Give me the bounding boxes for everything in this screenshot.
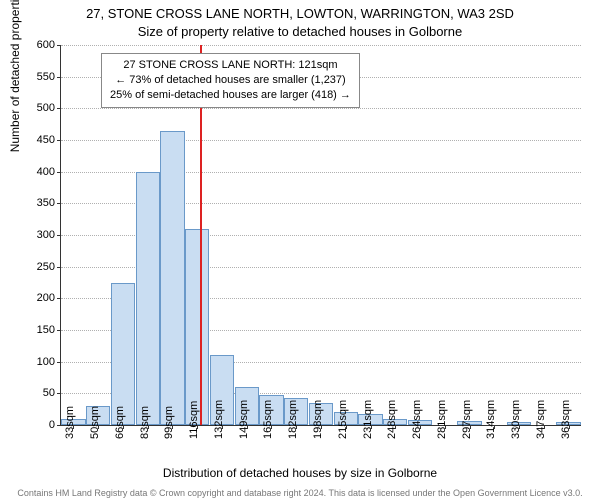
grid-line (61, 108, 581, 109)
y-tick-mark (57, 235, 61, 236)
title-line-2: Size of property relative to detached ho… (0, 24, 600, 39)
y-tick-mark (57, 77, 61, 78)
y-tick-label: 600 (15, 39, 55, 51)
chart-container: 27, STONE CROSS LANE NORTH, LOWTON, WARR… (0, 0, 600, 500)
histogram-bar (185, 229, 209, 425)
histogram-bar (136, 172, 160, 425)
y-tick-mark (57, 298, 61, 299)
y-tick-mark (57, 330, 61, 331)
y-tick-label: 350 (15, 197, 55, 209)
y-tick-mark (57, 45, 61, 46)
y-tick-label: 100 (15, 356, 55, 368)
y-tick-mark (57, 393, 61, 394)
y-tick-label: 0 (15, 419, 55, 431)
plot-area: 27 STONE CROSS LANE NORTH: 121sqm ← 73% … (60, 45, 581, 426)
annotation-line-1: 27 STONE CROSS LANE NORTH: 121sqm (110, 58, 351, 73)
annotation-line-2: ← 73% of detached houses are smaller (1,… (110, 73, 351, 88)
y-tick-label: 150 (15, 324, 55, 336)
annotation-box: 27 STONE CROSS LANE NORTH: 121sqm ← 73% … (101, 53, 360, 108)
y-tick-label: 500 (15, 102, 55, 114)
y-tick-mark (57, 140, 61, 141)
annotation-line-3: 25% of semi-detached houses are larger (… (110, 88, 351, 103)
y-tick-label: 200 (15, 292, 55, 304)
histogram-bar (160, 131, 184, 426)
footer-text: Contains HM Land Registry data © Crown c… (0, 488, 600, 498)
grid-line (61, 45, 581, 46)
y-tick-label: 400 (15, 166, 55, 178)
x-axis-title: Distribution of detached houses by size … (0, 466, 600, 480)
grid-line (61, 140, 581, 141)
y-tick-label: 300 (15, 229, 55, 241)
y-tick-label: 450 (15, 134, 55, 146)
y-tick-label: 250 (15, 261, 55, 273)
title-line-1: 27, STONE CROSS LANE NORTH, LOWTON, WARR… (0, 6, 600, 21)
y-tick-label: 50 (15, 387, 55, 399)
y-tick-mark (57, 108, 61, 109)
y-tick-mark (57, 203, 61, 204)
histogram-bar (111, 283, 135, 426)
y-tick-mark (57, 172, 61, 173)
y-tick-mark (57, 425, 61, 426)
y-tick-mark (57, 362, 61, 363)
y-tick-mark (57, 267, 61, 268)
y-tick-label: 550 (15, 71, 55, 83)
